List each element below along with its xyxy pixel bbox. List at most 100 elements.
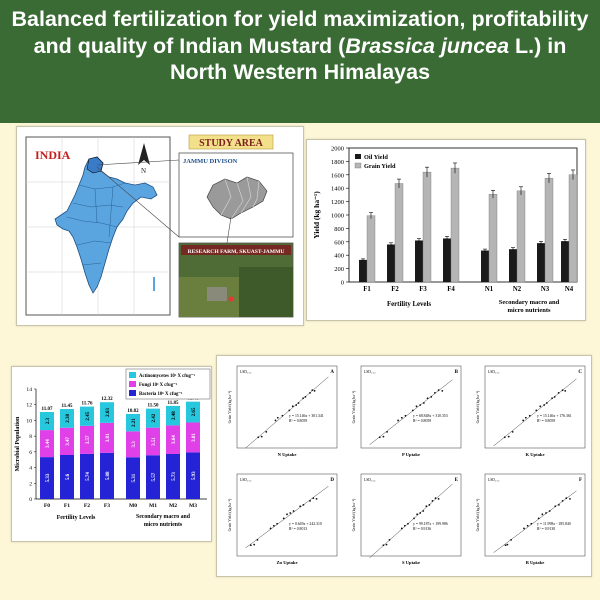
india-country-shape	[54, 156, 158, 294]
data-point	[304, 396, 307, 398]
data-point	[312, 497, 315, 500]
segment-value-label: 5.31	[132, 473, 137, 482]
data-point	[302, 504, 305, 506]
regression-equation: y = 15.146x + 301.341	[289, 414, 324, 418]
bar-oil-yield	[509, 249, 517, 282]
legend-swatch-oil	[355, 154, 361, 159]
bar-total-label: 11.07	[42, 407, 53, 412]
segment-value-label: 5.93	[192, 471, 197, 480]
regression-r2: R² = 0.8059	[537, 419, 555, 423]
bar-oil-yield	[387, 244, 395, 282]
regression-r2: R² = 0.9136	[413, 527, 431, 531]
y-tick-label: 2000	[331, 146, 344, 153]
segment-value-label: 2.63	[106, 408, 111, 417]
data-point	[302, 397, 304, 400]
y-tick-label: 1200	[331, 199, 344, 206]
x-tick-label: F2	[391, 286, 399, 293]
farm-label-bg	[181, 245, 291, 255]
data-point	[545, 512, 547, 514]
y-tick-label: 200	[334, 266, 344, 273]
jammu-division-label: JAMMU DIVISON	[183, 158, 238, 165]
data-point	[565, 497, 568, 500]
title-band: Balanced fertilization for yield maximiz…	[0, 0, 600, 123]
data-point	[288, 409, 291, 412]
title-text-2: L.) in North Western Himalayas	[169, 33, 567, 85]
y-tick-label: 400	[334, 253, 344, 260]
segment-value-label: 3.81	[192, 433, 197, 442]
x-axis-title: P Uptake	[402, 452, 420, 457]
bar-grain-yield	[568, 174, 578, 283]
stacked-bar-segment	[60, 427, 74, 455]
x-axis-title: Zn Uptake	[276, 560, 297, 565]
legend-grain-yield: Grain Yield	[364, 163, 396, 170]
bar-total-label: 11.85	[168, 401, 179, 406]
data-point	[524, 416, 527, 419]
subplot-corner-label: LSD₀.₀₅	[488, 478, 500, 482]
y-tick-label: 2	[29, 481, 32, 487]
legend-label: Bacteria 10⁶ X cfug⁻¹	[139, 391, 183, 397]
data-point	[388, 538, 391, 541]
y-tick-label: 1400	[331, 186, 344, 193]
segment-value-label: 3.3	[132, 441, 137, 448]
x-tick-label: F3	[419, 286, 427, 293]
data-point	[404, 414, 407, 417]
bar-total-label: 11.76	[82, 402, 93, 407]
x-tick-label: F1	[363, 286, 371, 293]
data-point	[400, 416, 403, 419]
page-title: Balanced fertilization for yield maximiz…	[8, 6, 592, 86]
segment-value-label: 5.33	[46, 473, 51, 482]
data-point	[511, 430, 514, 433]
data-point	[506, 543, 509, 546]
group-label-secondary-2: micro nutrients	[144, 522, 183, 528]
y-tick-label: 0	[29, 497, 32, 503]
group-label-secondary: Secondary macro and	[499, 299, 560, 306]
data-point	[382, 544, 385, 547]
regression-panel: A LSD₀.₀₅ y = 15.146x + 301.341 R² = 0.8059…	[216, 355, 592, 577]
data-point	[526, 524, 529, 527]
y-axis-title: Grain Yield (kg ha⁻¹)	[476, 498, 480, 531]
data-point	[551, 397, 553, 400]
data-point	[378, 436, 381, 439]
data-point	[400, 527, 403, 530]
data-point	[441, 389, 444, 392]
x-tick-label: M2	[169, 503, 177, 509]
data-point	[299, 505, 302, 508]
data-point	[510, 538, 512, 541]
data-point	[416, 513, 419, 516]
x-tick-label: M0	[129, 503, 137, 509]
india-label: INDIA	[35, 148, 71, 162]
data-point	[437, 497, 440, 500]
data-point	[545, 402, 548, 404]
data-point	[253, 543, 256, 546]
svg-text:N: N	[141, 167, 146, 175]
segment-value-label: 2.65	[192, 407, 197, 416]
legend-oil-yield: Oil Yield	[364, 154, 388, 161]
segment-value-label: 3.44	[46, 439, 51, 448]
y-tick-label: 8	[29, 434, 32, 440]
y-tick-label: 1600	[331, 172, 344, 179]
bar-grain-yield	[394, 183, 404, 283]
data-point	[397, 419, 400, 422]
data-point	[309, 391, 311, 394]
x-tick-label: M1	[149, 503, 157, 509]
segment-value-label: 2.48	[172, 411, 177, 420]
data-point	[425, 505, 428, 508]
x-tick-label: N4	[565, 286, 574, 293]
regression-equation: y = 11.998x - 185.840	[537, 522, 571, 526]
data-point	[411, 409, 414, 412]
andaman-islands	[153, 277, 155, 291]
study-area-map-panel: INDIA N STUDY AREA JAMMU DIVISON	[16, 126, 304, 326]
data-point	[558, 504, 560, 506]
bar-grain-yield	[450, 167, 460, 283]
data-point	[553, 396, 556, 398]
data-point	[269, 527, 272, 530]
data-point	[554, 505, 557, 508]
bar-oil-yield	[415, 240, 423, 282]
x-axis-title: B Uptake	[526, 560, 545, 565]
segment-value-label: 5.57	[152, 472, 157, 481]
x-tick-label: N1	[485, 286, 494, 293]
stacked-bar-segment	[146, 408, 160, 428]
stacked-bar-segment	[166, 453, 180, 499]
